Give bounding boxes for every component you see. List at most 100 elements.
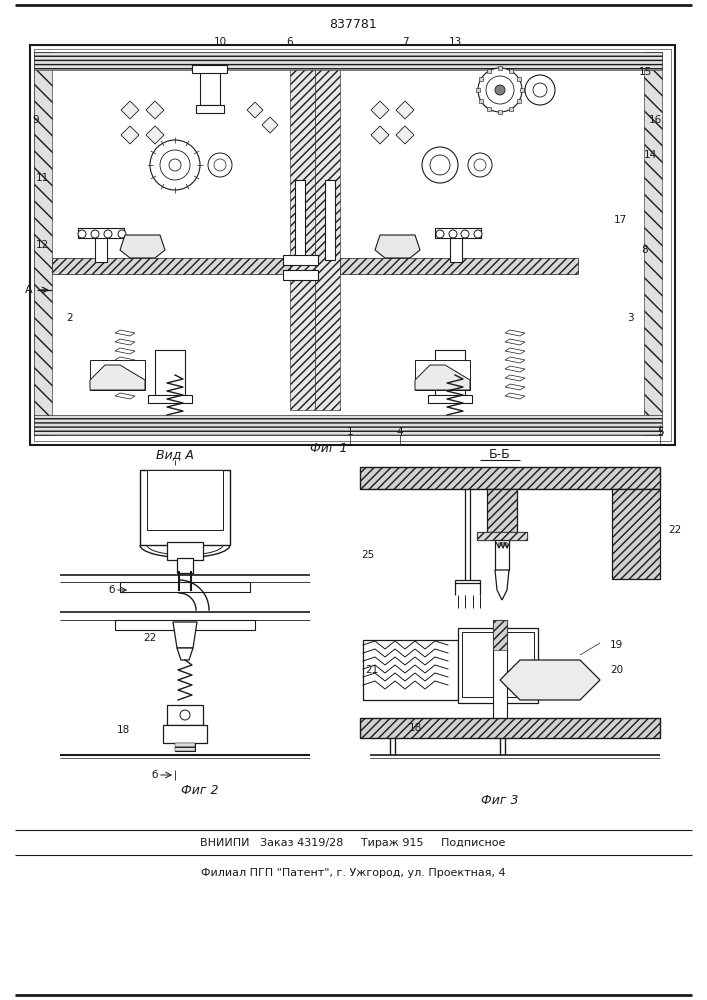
Text: 17: 17 [614, 215, 626, 225]
Circle shape [468, 153, 492, 177]
Text: 8: 8 [642, 245, 648, 255]
Circle shape [422, 147, 458, 183]
Bar [315, 55, 340, 410]
Bar [435, 228, 481, 238]
Text: 1: 1 [346, 427, 354, 437]
Bar [325, 180, 335, 260]
Bar [487, 107, 491, 111]
Bar [175, 743, 195, 751]
Text: Вид А: Вид А [156, 448, 194, 462]
Polygon shape [115, 393, 135, 399]
Bar [177, 558, 193, 573]
Polygon shape [115, 375, 135, 381]
Bar [487, 489, 517, 534]
Bar [34, 52, 52, 435]
Polygon shape [146, 101, 164, 119]
Text: 21: 21 [365, 665, 378, 675]
Text: б: б [152, 770, 158, 780]
Polygon shape [262, 117, 278, 133]
Bar [458, 628, 538, 703]
Text: Фиг 1: Фиг 1 [310, 442, 348, 454]
Polygon shape [115, 366, 135, 372]
Text: 2: 2 [66, 313, 74, 323]
Bar [495, 540, 509, 570]
Bar [340, 258, 578, 274]
Polygon shape [505, 375, 525, 381]
Bar [435, 350, 465, 400]
Polygon shape [415, 365, 470, 390]
Bar [148, 395, 192, 403]
Text: 10: 10 [214, 37, 226, 47]
Circle shape [118, 230, 126, 238]
Text: 15: 15 [638, 67, 652, 77]
Bar [479, 77, 483, 81]
Bar [498, 66, 502, 70]
Polygon shape [90, 365, 145, 390]
Text: 19: 19 [610, 640, 624, 650]
Text: 6: 6 [286, 37, 293, 47]
Circle shape [525, 75, 555, 105]
Polygon shape [505, 348, 525, 354]
Bar [167, 542, 203, 560]
Text: Фиг 2: Фиг 2 [181, 784, 218, 796]
Text: 18: 18 [117, 725, 130, 735]
Bar [415, 360, 470, 390]
Circle shape [478, 68, 522, 112]
Polygon shape [500, 660, 600, 700]
Polygon shape [505, 330, 525, 336]
Text: 22: 22 [144, 633, 157, 643]
Bar [517, 99, 521, 103]
Bar [200, 65, 220, 105]
Text: 9: 9 [33, 115, 40, 125]
Text: 4: 4 [397, 427, 403, 437]
Bar [462, 632, 534, 697]
Bar [450, 232, 462, 262]
Polygon shape [495, 570, 509, 600]
Text: 11: 11 [35, 173, 49, 183]
Bar [479, 99, 483, 103]
Circle shape [436, 230, 444, 238]
Bar [34, 415, 662, 435]
Polygon shape [375, 235, 420, 258]
Bar [477, 532, 527, 540]
Bar [428, 395, 472, 403]
Text: 20: 20 [610, 665, 623, 675]
Polygon shape [115, 384, 135, 390]
Polygon shape [120, 235, 165, 258]
Bar [493, 620, 507, 720]
Circle shape [208, 153, 232, 177]
Polygon shape [177, 648, 193, 660]
Text: б: б [109, 585, 115, 595]
Polygon shape [505, 366, 525, 372]
Text: 837781: 837781 [329, 18, 377, 31]
Bar [509, 107, 513, 111]
Circle shape [169, 159, 181, 171]
Polygon shape [505, 384, 525, 390]
Bar [90, 360, 145, 390]
Bar [290, 55, 315, 410]
Bar [476, 88, 480, 92]
Bar [517, 77, 521, 81]
Text: Филиал ПГП "Патент", г. Ужгород, ул. Проектная, 4: Филиал ПГП "Патент", г. Ужгород, ул. Про… [201, 868, 506, 878]
Text: 3: 3 [626, 313, 633, 323]
Circle shape [461, 230, 469, 238]
Text: А: А [25, 285, 33, 295]
Polygon shape [146, 126, 164, 144]
Bar [167, 705, 203, 725]
Bar [30, 45, 675, 445]
Polygon shape [121, 126, 139, 144]
Circle shape [449, 230, 457, 238]
Bar [283, 270, 318, 280]
Polygon shape [115, 348, 135, 354]
Bar [487, 69, 491, 73]
Circle shape [180, 710, 190, 720]
Polygon shape [115, 330, 135, 336]
Polygon shape [505, 357, 525, 363]
Text: ВНИИПИ   Заказ 4319/28     Тираж 915     Подписное: ВНИИПИ Заказ 4319/28 Тираж 915 Подписное [200, 838, 506, 848]
Bar [360, 718, 660, 738]
Polygon shape [115, 357, 135, 363]
Polygon shape [371, 101, 389, 119]
Bar [52, 258, 290, 274]
Circle shape [104, 230, 112, 238]
Circle shape [474, 230, 482, 238]
